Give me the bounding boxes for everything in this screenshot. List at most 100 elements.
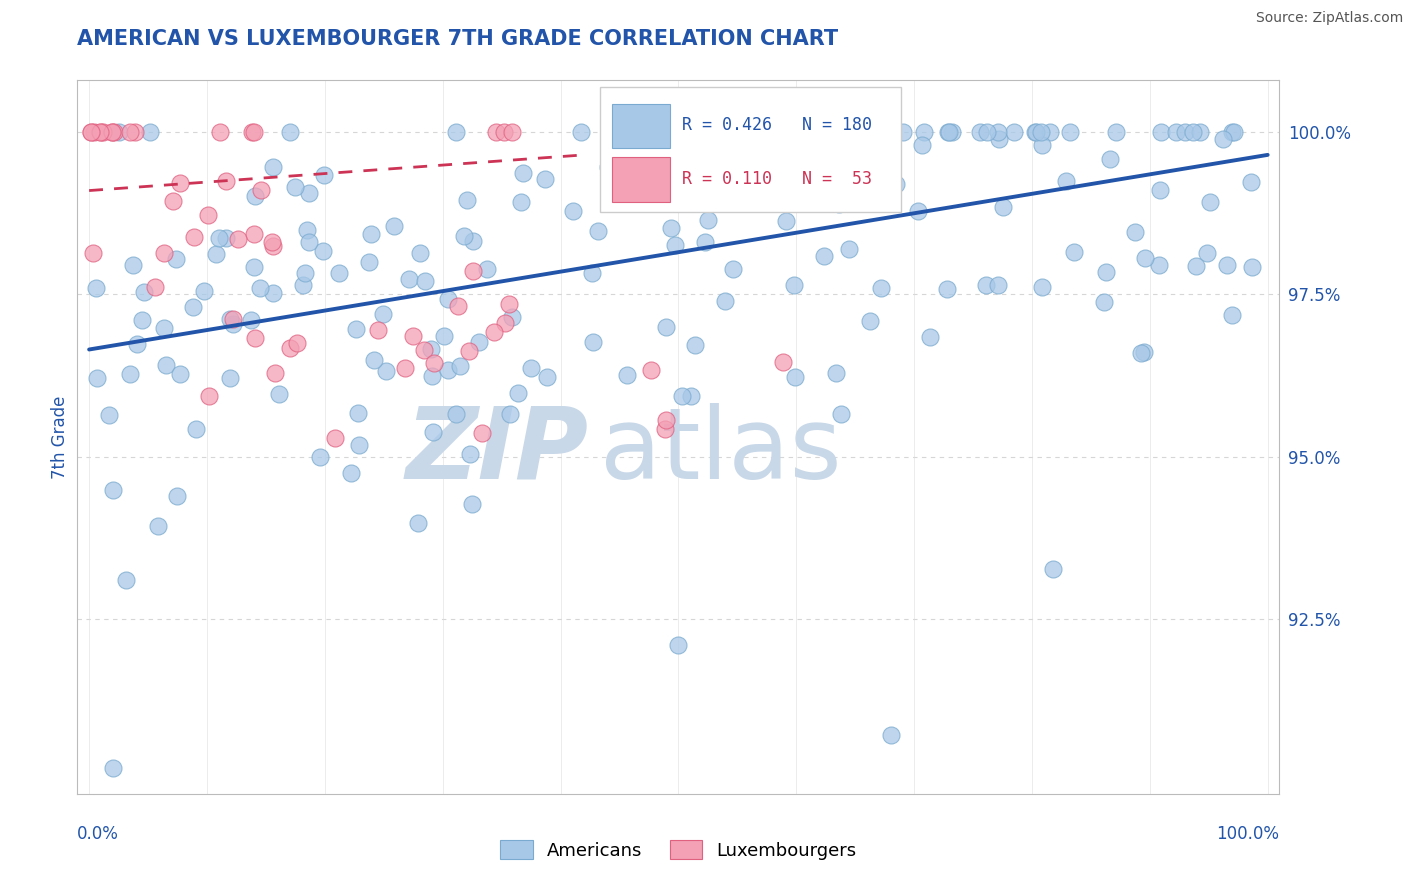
- Point: [824, 125, 846, 139]
- Point: [1212, 132, 1234, 146]
- Point: [269, 387, 291, 401]
- Point: [245, 331, 267, 345]
- Point: [813, 249, 835, 263]
- Point: [121, 258, 143, 272]
- Point: [976, 125, 998, 139]
- Point: [936, 125, 959, 139]
- Point: [83, 125, 105, 139]
- FancyBboxPatch shape: [600, 87, 901, 212]
- Text: R = 0.426   N = 180: R = 0.426 N = 180: [682, 116, 872, 134]
- Point: [1004, 125, 1026, 139]
- Point: [243, 227, 266, 241]
- Point: [406, 516, 429, 531]
- Point: [859, 313, 882, 327]
- Point: [723, 262, 745, 277]
- Point: [184, 422, 207, 436]
- Point: [312, 244, 335, 258]
- Point: [433, 329, 456, 343]
- Point: [1130, 346, 1153, 360]
- Point: [879, 729, 901, 743]
- Point: [456, 193, 478, 207]
- Point: [249, 183, 271, 197]
- Point: [907, 204, 929, 219]
- Point: [219, 370, 242, 384]
- Point: [596, 160, 619, 174]
- Point: [1164, 125, 1187, 139]
- Point: [1135, 251, 1157, 265]
- Point: [328, 267, 350, 281]
- Point: [143, 280, 166, 294]
- Legend: Americans, Luxembourgers: Americans, Luxembourgers: [494, 833, 863, 867]
- Point: [153, 245, 176, 260]
- Point: [437, 292, 460, 306]
- Point: [371, 307, 394, 321]
- Point: [1147, 259, 1170, 273]
- Point: [681, 389, 703, 403]
- Point: [84, 281, 107, 295]
- Point: [534, 172, 557, 186]
- Point: [683, 338, 706, 352]
- Point: [131, 313, 153, 327]
- Point: [1059, 125, 1081, 139]
- Point: [162, 194, 184, 208]
- FancyBboxPatch shape: [612, 103, 671, 148]
- Point: [295, 223, 318, 237]
- Point: [561, 203, 583, 218]
- Point: [671, 389, 693, 403]
- Point: [124, 125, 146, 139]
- Point: [506, 386, 529, 401]
- Point: [412, 343, 434, 357]
- Point: [991, 200, 1014, 214]
- Point: [367, 323, 389, 337]
- Point: [263, 366, 285, 380]
- Point: [382, 219, 405, 233]
- Point: [1223, 125, 1246, 139]
- Point: [409, 246, 432, 260]
- Point: [278, 125, 301, 139]
- Point: [569, 125, 592, 139]
- Y-axis label: 7th Grade: 7th Grade: [51, 395, 69, 479]
- Point: [654, 413, 676, 427]
- Point: [422, 425, 444, 439]
- Point: [449, 359, 471, 373]
- Point: [912, 125, 935, 139]
- Point: [222, 317, 245, 331]
- Point: [260, 235, 283, 249]
- Point: [987, 125, 1010, 139]
- Point: [884, 177, 907, 191]
- Point: [363, 353, 385, 368]
- Point: [717, 171, 740, 186]
- Point: [475, 261, 498, 276]
- Point: [360, 227, 382, 242]
- Point: [1198, 195, 1220, 210]
- Point: [1174, 125, 1197, 139]
- Point: [153, 320, 176, 334]
- Point: [870, 280, 893, 294]
- Point: [262, 285, 284, 300]
- Point: [461, 497, 484, 511]
- Point: [1220, 308, 1243, 322]
- Point: [240, 313, 263, 327]
- Point: [696, 213, 718, 227]
- Point: [132, 285, 155, 300]
- Point: [838, 243, 860, 257]
- Point: [344, 322, 367, 336]
- Point: [436, 362, 458, 376]
- Point: [103, 125, 125, 139]
- Point: [581, 266, 603, 280]
- Point: [1150, 125, 1173, 139]
- Point: [796, 125, 818, 139]
- Point: [193, 284, 215, 298]
- Text: AMERICAN VS LUXEMBOURGER 7TH GRADE CORRELATION CHART: AMERICAN VS LUXEMBOURGER 7TH GRADE CORRE…: [77, 29, 838, 48]
- Point: [86, 370, 108, 384]
- Point: [654, 422, 676, 436]
- Point: [668, 638, 690, 652]
- Point: [458, 343, 481, 358]
- FancyBboxPatch shape: [612, 157, 671, 202]
- Point: [214, 174, 236, 188]
- Point: [713, 294, 735, 309]
- Point: [830, 407, 852, 421]
- Point: [347, 438, 370, 452]
- Point: [664, 237, 686, 252]
- Point: [205, 247, 228, 261]
